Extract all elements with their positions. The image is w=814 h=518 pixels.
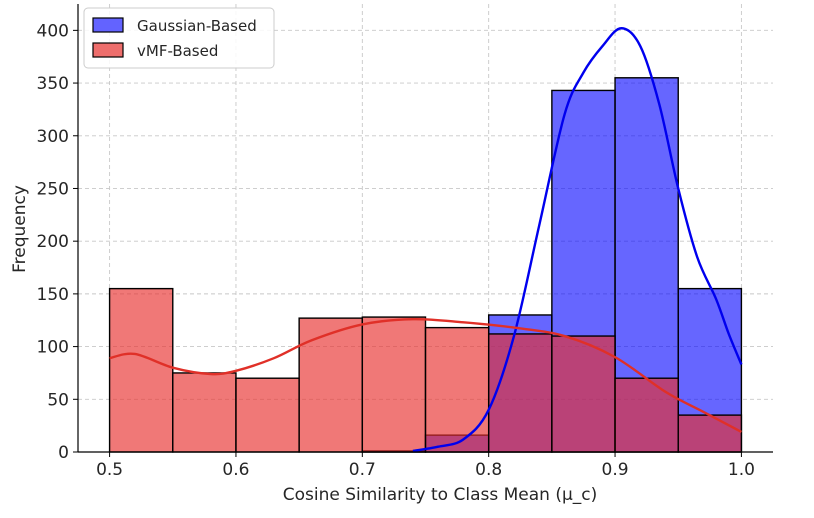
- histogram-bar-vmf: [614, 377, 679, 453]
- y-tick-label: 50: [47, 390, 69, 410]
- y-tick-label: 200: [37, 232, 69, 252]
- x-tick-label: 0.6: [222, 460, 249, 480]
- histogram-bar-vmf: [551, 335, 616, 453]
- x-tick-label: 0.9: [602, 460, 629, 480]
- histogram-bar-vmf: [172, 372, 237, 453]
- legend: Gaussian-Based vMF-Based: [83, 7, 275, 69]
- histogram-bar-vmf: [108, 287, 174, 453]
- legend-label-vmf: vMF-Based: [137, 42, 218, 60]
- axes: [73, 4, 773, 457]
- x-tick-label: 0.7: [349, 460, 376, 480]
- legend-label-gaussian: Gaussian-Based: [137, 17, 257, 35]
- y-axis-title: Frequency: [10, 185, 30, 273]
- histogram-bars: [108, 77, 743, 453]
- legend-frame: [83, 7, 275, 69]
- x-tick-label: 0.8: [475, 460, 502, 480]
- histogram-bar-vmf: [361, 316, 427, 453]
- histogram-bar-vmf: [235, 377, 300, 453]
- y-tick-label: 250: [37, 179, 69, 199]
- tick-labels: 0.5 0.6 0.7 0.8 0.9 1.0 0 50 100 150 200 250 300 350 4…: [37, 21, 755, 480]
- legend-swatch-gaussian: [92, 17, 124, 33]
- x-axis-title: Cosine Similarity to Class Mean (μ_c): [283, 485, 598, 505]
- y-tick-label: 350: [37, 74, 69, 94]
- y-tick-label: 100: [37, 338, 69, 358]
- kde-curves: [109, 27, 743, 453]
- x-tick-label: 0.5: [96, 460, 123, 480]
- legend-swatch-vmf: [92, 42, 124, 58]
- kde-line-vmf: [109, 317, 742, 434]
- y-tick-label: 300: [37, 127, 69, 147]
- histogram-bar-vmf: [487, 333, 553, 453]
- y-tick-label: 400: [37, 21, 69, 41]
- kde-line-gaussian: [412, 27, 743, 453]
- y-tick-label: 150: [37, 285, 69, 305]
- histogram-bar-vmf: [298, 317, 364, 453]
- x-tick-label: 1.0: [728, 460, 755, 480]
- histogram-bar-vmf: [677, 414, 743, 453]
- y-tick-label: 0: [58, 443, 69, 463]
- histogram-bar-vmf: [424, 326, 490, 453]
